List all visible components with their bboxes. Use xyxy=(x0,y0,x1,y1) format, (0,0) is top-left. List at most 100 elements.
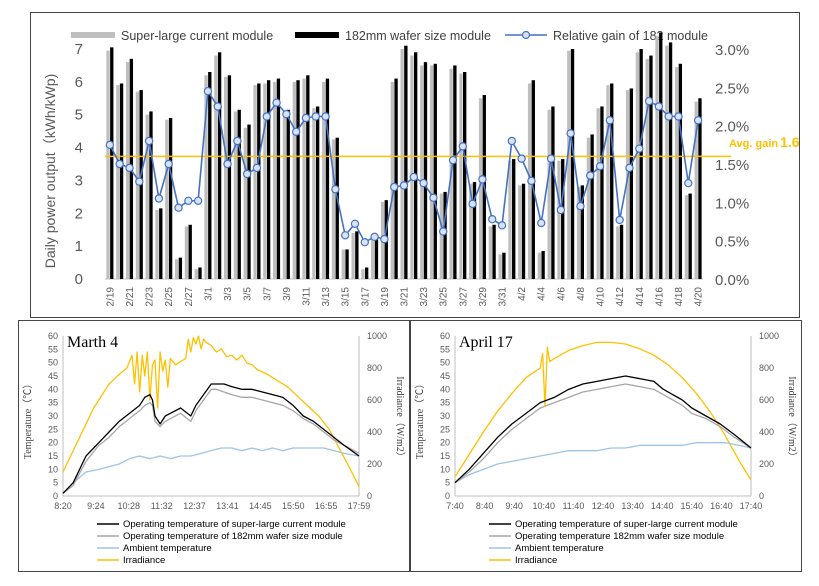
gain-point xyxy=(340,231,350,240)
bar-182mm xyxy=(502,252,506,279)
op-temp-182-line xyxy=(454,383,752,484)
x-tick-label: 9:24 xyxy=(87,501,105,511)
x-tick-label: 16:55 xyxy=(315,501,338,511)
gain-point xyxy=(615,215,624,225)
gain-point xyxy=(144,136,154,146)
gain-point xyxy=(193,196,203,205)
y2-tick-label: 0.5% xyxy=(715,234,749,251)
bar-182mm xyxy=(345,249,349,279)
bar-super-large xyxy=(312,108,316,280)
bar-super-large xyxy=(576,187,581,279)
gain-point xyxy=(537,218,546,228)
bar-182mm xyxy=(335,137,339,279)
gain-point xyxy=(546,154,556,163)
gain-point xyxy=(674,112,683,121)
gain-point xyxy=(252,163,262,173)
bar-super-large xyxy=(645,58,649,279)
bar-super-large xyxy=(331,139,336,279)
bar-super-large xyxy=(224,76,228,279)
legend: Operating temperature of super-large cur… xyxy=(489,519,738,566)
april-17-temperature-chart-panel: April 17 Temperature（℃） Irradiance（W/m2）… xyxy=(410,320,802,572)
x-tick-label: 3/23 xyxy=(419,287,430,307)
x-tick-label: 3/9 xyxy=(282,287,293,301)
bar-182mm xyxy=(296,80,300,279)
x-tick-label: 3/7 xyxy=(262,287,273,301)
legend-label-op-super: Operating temperature of super-large cur… xyxy=(123,519,346,530)
x-tick-label: 12:37 xyxy=(183,501,206,511)
bar-super-large xyxy=(400,49,404,279)
bar-182mm xyxy=(610,83,614,279)
bar-super-large xyxy=(292,81,296,279)
bar-super-large xyxy=(498,254,502,279)
x-tick-label: 4/8 xyxy=(576,287,587,301)
legend-swatch-super xyxy=(71,32,115,38)
legend-label-ambient: Ambient temperature xyxy=(123,543,212,554)
bar-super-large xyxy=(214,55,218,280)
bar-182mm xyxy=(257,83,261,279)
x-tick-label: 12:40 xyxy=(592,501,615,511)
irradiance-tick-label: 200 xyxy=(367,459,382,469)
bar-super-large xyxy=(253,85,257,280)
gain-point xyxy=(389,182,399,192)
plot-area: 0510152025303540455055600200400600800100… xyxy=(440,331,779,511)
x-tick-label: 17:59 xyxy=(348,501,371,511)
y2-tick-label: 0.0% xyxy=(715,272,749,289)
x-tick-label: 2/25 xyxy=(164,287,175,307)
y-axis-title-right: Irradiance（W/m2） xyxy=(394,376,406,462)
chart-title: Marth 4 xyxy=(67,334,118,351)
temp-tick-label: 10 xyxy=(48,464,58,474)
temp-tick-label: 15 xyxy=(48,451,58,461)
temp-tick-label: 20 xyxy=(440,438,450,448)
bar-182mm xyxy=(472,182,477,279)
x-tick-label: 4/2 xyxy=(517,287,528,301)
temp-tick-label: 40 xyxy=(48,384,58,394)
bar-182mm xyxy=(453,65,457,279)
x-tick-label: 17:40 xyxy=(740,501,763,511)
bar-super-large xyxy=(420,65,424,279)
x-tick-label: 3/13 xyxy=(321,287,332,307)
gain-point xyxy=(115,159,124,169)
bar-182mm xyxy=(198,267,202,279)
x-tick-label: 10:40 xyxy=(533,501,556,511)
chart-title: April 17 xyxy=(459,334,513,351)
bar-super-large xyxy=(273,81,277,279)
x-tick-label: 2/21 xyxy=(125,287,136,307)
temp-tick-label: 10 xyxy=(440,464,450,474)
bar-super-large xyxy=(106,50,110,280)
bar-182mm xyxy=(698,98,702,280)
gain-point xyxy=(291,127,301,137)
x-tick-label: 14:40 xyxy=(651,501,674,511)
march-4-temperature-chart-panel: Marth 4 Temperature（℃） Irradiance（W/m2） … xyxy=(18,320,410,572)
bar-182mm xyxy=(247,124,251,279)
bar-182mm xyxy=(404,45,408,279)
irradiance-tick-label: 600 xyxy=(367,395,382,405)
bar-182mm xyxy=(227,75,232,280)
x-tick-label: 11:40 xyxy=(562,501,584,511)
gain-point xyxy=(448,155,458,165)
temp-tick-label: 35 xyxy=(48,398,58,408)
gain-point xyxy=(605,116,615,125)
bar-super-large xyxy=(586,137,591,279)
gain-point xyxy=(684,178,693,188)
y-tick-label: 0 xyxy=(75,271,83,288)
gain-point xyxy=(321,112,330,121)
irradiance-tick-label: 1000 xyxy=(759,331,779,341)
bar-182mm xyxy=(237,109,241,280)
bar-182mm xyxy=(649,55,653,280)
plot-area: 0 1 2 3 4 5 6 7 0.0% 0.5% 1.0% 1.5% 2.0% 2.5% 3.0% 2/19… xyxy=(75,32,749,307)
bar-super-large xyxy=(439,193,444,279)
gain-point xyxy=(272,98,281,107)
bar-182mm xyxy=(168,118,173,279)
x-tick-label: 15:50 xyxy=(282,501,305,511)
irradiance-tick-label: 800 xyxy=(367,363,382,373)
bar-182mm xyxy=(315,106,320,279)
gain-point xyxy=(105,140,115,150)
x-tick-label: 3/17 xyxy=(360,287,371,307)
bar-super-large xyxy=(567,50,571,280)
gain-point xyxy=(566,129,575,138)
temp-tick-label: 25 xyxy=(440,424,450,434)
legend-marker-gain xyxy=(521,30,531,40)
x-tick-label: 4/4 xyxy=(537,287,548,301)
x-tick-label: 4/6 xyxy=(556,287,567,301)
bar-182mm xyxy=(423,62,428,280)
